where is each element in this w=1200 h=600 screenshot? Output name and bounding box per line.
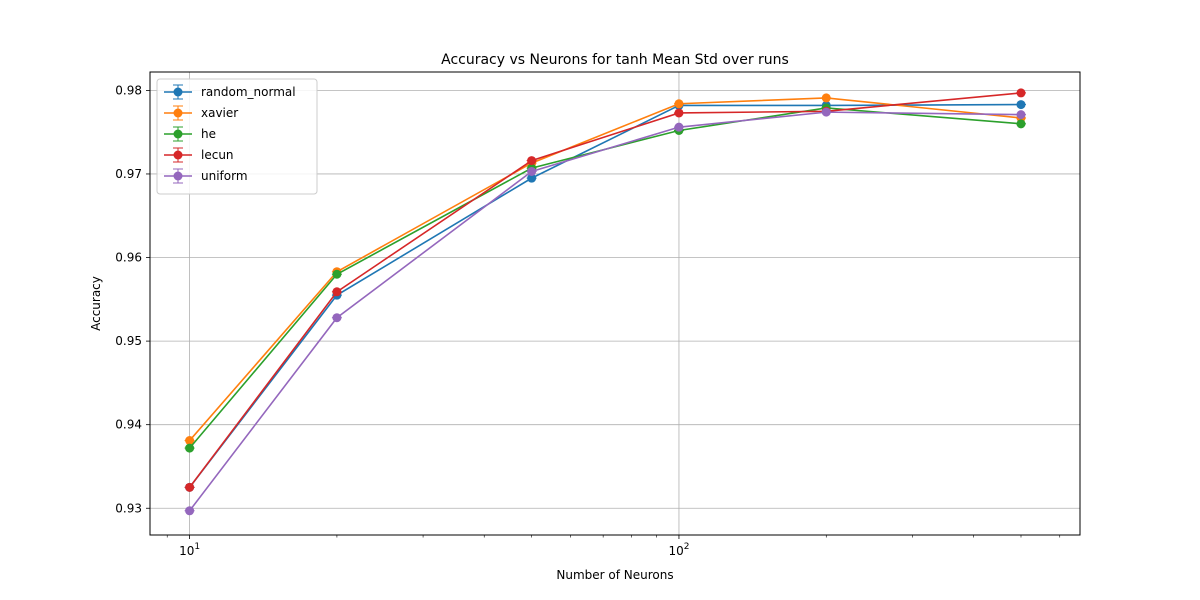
legend-label-xavier: xavier (201, 106, 238, 120)
data-point-lecun (332, 287, 342, 297)
grid (150, 72, 1080, 535)
data-point-uniform (527, 166, 537, 176)
data-point-random_normal (1016, 100, 1026, 110)
legend-marker-he (173, 129, 183, 139)
data-point-he (332, 269, 342, 279)
legend-box (156, 78, 318, 195)
legend-label-random_normal: random_normal (201, 85, 296, 99)
data-point-uniform (674, 122, 684, 132)
data-point-uniform (332, 313, 342, 323)
chart-title: Accuracy vs Neurons for tanh Mean Std ov… (441, 52, 789, 68)
series-line-xavier (188, 97, 1022, 442)
series-line-random_normal (188, 103, 1022, 488)
data-point-lecun (1016, 88, 1026, 98)
series-line-lecun (188, 92, 1022, 488)
y-tick-label: 0.95 (115, 334, 142, 348)
data-point-he (185, 443, 195, 453)
y-tick-label: 0.96 (115, 251, 142, 265)
data-point-uniform (821, 107, 831, 117)
data-point-xavier (674, 99, 684, 109)
legend-label-uniform: uniform (201, 169, 248, 183)
legend-marker-xavier (173, 108, 183, 118)
data-point-uniform (185, 506, 195, 516)
plot-area-frame (149, 71, 1081, 536)
data-point-random_normal (527, 173, 537, 183)
data-point-xavier (185, 436, 195, 446)
y-tick-label: 0.97 (115, 167, 142, 181)
series-line-uniform (188, 111, 1022, 512)
series-layer (184, 88, 1026, 516)
data-point-lecun (674, 108, 684, 118)
data-point-xavier (821, 93, 831, 103)
y-axis-label: Accuracy (89, 276, 103, 331)
data-point-uniform (1016, 110, 1026, 120)
legend-label-lecun: lecun (201, 148, 234, 162)
data-point-he (1016, 119, 1026, 129)
y-tick-label: 0.98 (115, 83, 142, 97)
legend-label-he: he (201, 127, 216, 141)
y-tick-label: 0.93 (115, 501, 142, 515)
y-tick-label: 0.94 (115, 418, 142, 432)
legend-marker-lecun (173, 150, 183, 160)
legend-marker-random_normal (173, 87, 183, 97)
x-tick-label: 101 (179, 542, 200, 558)
data-point-lecun (527, 156, 537, 166)
legend-marker-uniform (173, 171, 183, 181)
x-tick-label: 102 (668, 542, 689, 558)
x-axis-label: Number of Neurons (556, 568, 673, 582)
axis-ticks: 0.93 0.94 0.95 0.96 0.97 0.98 101 102 (115, 83, 1061, 558)
data-point-lecun (185, 482, 195, 492)
